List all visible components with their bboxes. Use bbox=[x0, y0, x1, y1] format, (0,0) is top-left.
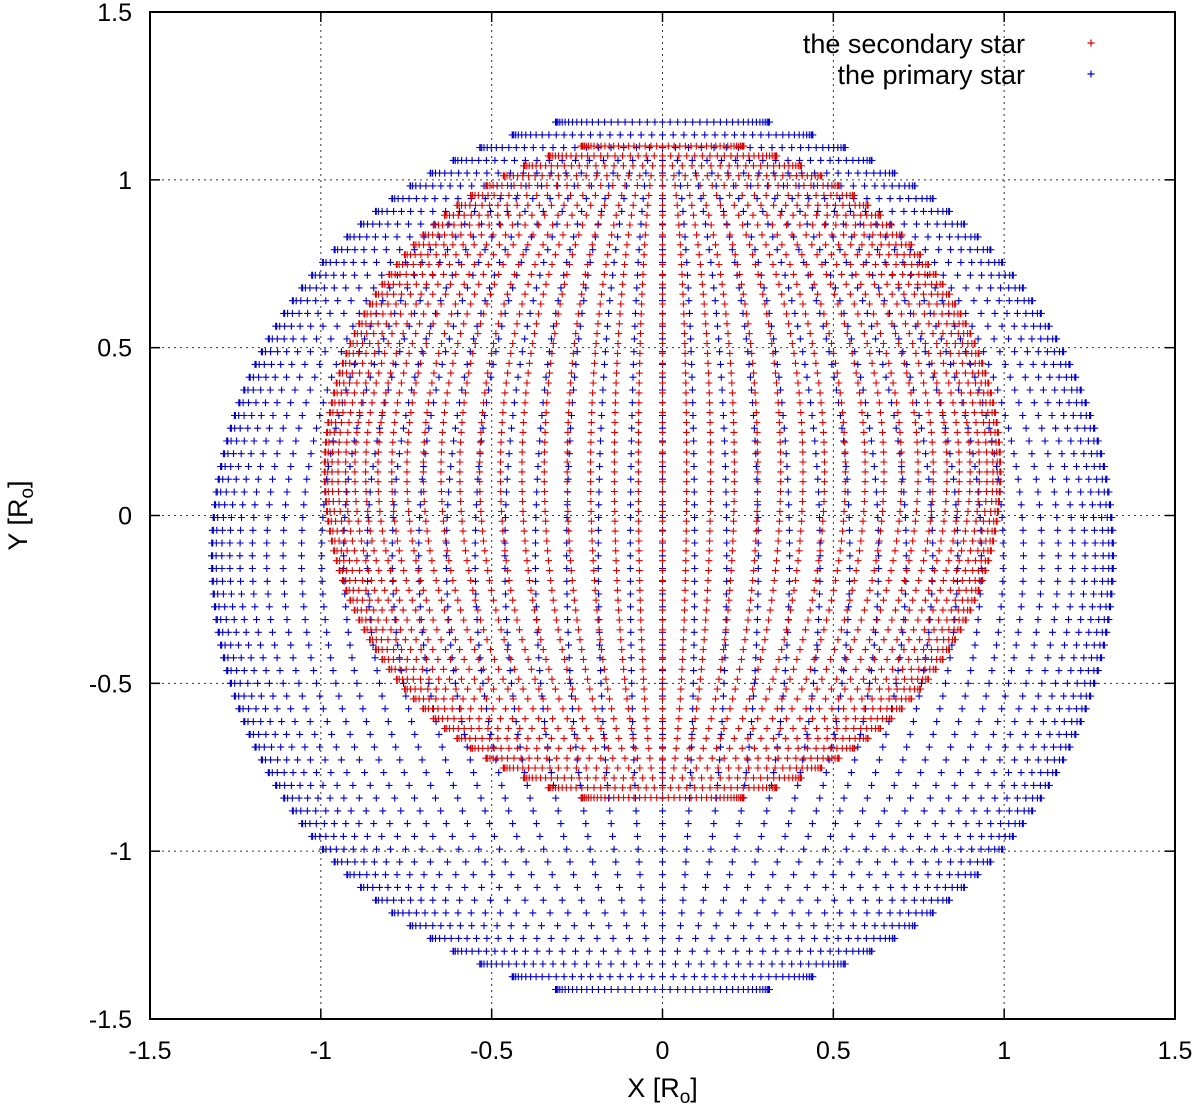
legend-label-secondary: the secondary star bbox=[803, 29, 1025, 59]
x-tick-label: 1.5 bbox=[1158, 1037, 1193, 1065]
secondary-star-points bbox=[320, 142, 1005, 802]
y-tick-label: -1 bbox=[110, 838, 132, 866]
x-tick-label: 0.5 bbox=[816, 1037, 851, 1065]
legend-marker-primary bbox=[1087, 70, 1095, 78]
y-tick-label: -1.5 bbox=[89, 1006, 132, 1034]
x-axis-title: X [Ro] bbox=[627, 1073, 698, 1108]
x-tick-label: -1.5 bbox=[128, 1037, 171, 1065]
y-tick-label: 0 bbox=[118, 503, 132, 531]
primary-star-markers bbox=[208, 118, 1117, 993]
y-axis-title: Y [Ro] bbox=[3, 480, 38, 550]
x-tick-label: 0 bbox=[656, 1037, 670, 1065]
legend: the secondary star the primary star bbox=[803, 29, 1095, 90]
legend-marker-secondary bbox=[1087, 39, 1095, 47]
y-tick-label: 1.5 bbox=[97, 0, 132, 27]
x-tick-label: -1 bbox=[310, 1037, 332, 1065]
primary-star-points bbox=[208, 118, 1117, 993]
tick-labels: -1.5 -1 -0.5 0 0.5 1 1.5 -1.5 -1 -0.5 0 0.5 1 1.5 bbox=[89, 0, 1192, 1065]
tick-marks bbox=[149, 11, 1176, 1020]
secondary-star-markers bbox=[320, 142, 1005, 802]
y-tick-label: 0.5 bbox=[97, 335, 132, 363]
legend-markers bbox=[1087, 39, 1095, 78]
legend-label-primary: the primary star bbox=[837, 60, 1025, 90]
x-tick-label: 1 bbox=[997, 1037, 1011, 1065]
x-tick-label: -0.5 bbox=[470, 1037, 513, 1065]
y-tick-label: 1 bbox=[118, 167, 132, 195]
y-tick-label: -0.5 bbox=[89, 670, 132, 698]
